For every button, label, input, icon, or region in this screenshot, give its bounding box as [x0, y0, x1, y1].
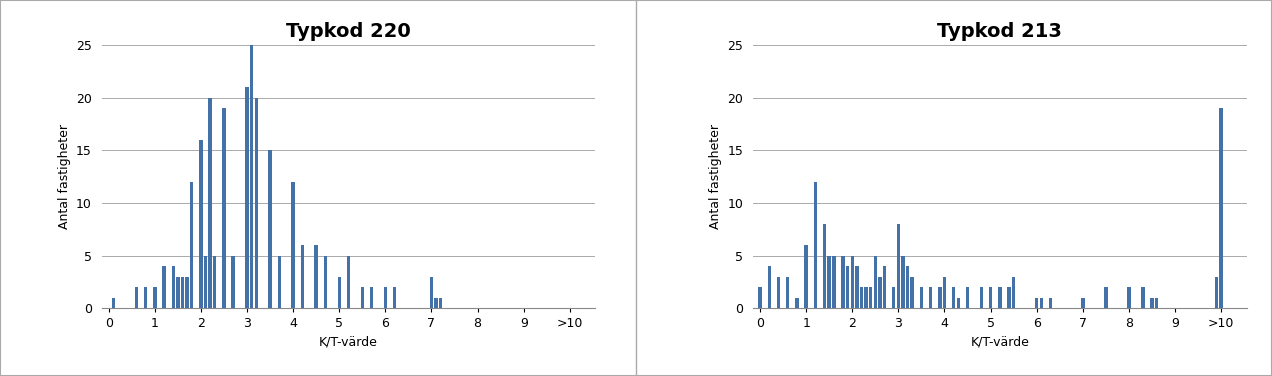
Bar — [1215, 277, 1219, 308]
Bar — [1081, 298, 1085, 308]
Bar — [869, 287, 873, 308]
Bar — [1039, 298, 1043, 308]
Bar — [1007, 287, 1011, 308]
Bar — [393, 287, 397, 308]
Bar — [370, 287, 373, 308]
Bar — [181, 277, 184, 308]
Bar — [943, 277, 946, 308]
Bar — [865, 287, 868, 308]
Bar — [1150, 298, 1154, 308]
Bar — [988, 287, 992, 308]
Bar — [1127, 287, 1131, 308]
Bar — [209, 98, 212, 308]
Bar — [979, 287, 983, 308]
Bar — [223, 108, 225, 308]
Bar — [855, 266, 859, 308]
Bar — [939, 287, 941, 308]
Bar — [277, 256, 281, 308]
Bar — [163, 266, 165, 308]
Title: Typkod 213: Typkod 213 — [937, 22, 1062, 41]
Bar — [851, 256, 854, 308]
Title: Typkod 220: Typkod 220 — [286, 22, 411, 41]
Bar — [1155, 298, 1159, 308]
Bar — [920, 287, 923, 308]
Bar — [1104, 287, 1108, 308]
Bar — [153, 287, 156, 308]
Bar — [828, 256, 831, 308]
Bar — [300, 245, 304, 308]
Bar — [430, 277, 434, 308]
X-axis label: K/T-värde: K/T-värde — [319, 336, 378, 349]
Bar — [190, 182, 193, 308]
Bar — [902, 256, 904, 308]
Bar — [897, 224, 901, 308]
Bar — [878, 277, 881, 308]
Bar — [860, 287, 864, 308]
Bar — [176, 277, 179, 308]
Bar — [1013, 277, 1015, 308]
Bar — [1049, 298, 1052, 308]
Bar — [929, 287, 932, 308]
Bar — [841, 256, 845, 308]
Bar — [314, 245, 318, 308]
Bar — [965, 287, 969, 308]
Bar — [144, 287, 148, 308]
Bar — [268, 150, 272, 308]
Bar — [212, 256, 216, 308]
Bar — [957, 298, 960, 308]
Bar — [892, 287, 895, 308]
Bar — [786, 277, 790, 308]
Bar — [1141, 287, 1145, 308]
Bar — [911, 277, 915, 308]
Bar — [384, 287, 387, 308]
Bar — [1035, 298, 1038, 308]
Bar — [906, 266, 909, 308]
Bar — [883, 266, 887, 308]
Bar — [999, 287, 1001, 308]
Y-axis label: Antal fastigheter: Antal fastigheter — [57, 124, 71, 229]
Bar — [795, 298, 799, 308]
Bar — [337, 277, 341, 308]
Bar — [360, 287, 364, 308]
Bar — [434, 298, 438, 308]
Bar — [767, 266, 771, 308]
Bar — [758, 287, 762, 308]
Bar — [777, 277, 780, 308]
Y-axis label: Antal fastigheter: Antal fastigheter — [709, 124, 722, 229]
X-axis label: K/T-värde: K/T-värde — [971, 336, 1029, 349]
Bar — [291, 182, 295, 308]
Bar — [245, 87, 249, 308]
Bar — [186, 277, 188, 308]
Bar — [204, 256, 207, 308]
Bar — [804, 245, 808, 308]
Bar — [347, 256, 350, 308]
Bar — [232, 256, 235, 308]
Bar — [200, 140, 202, 308]
Bar — [112, 298, 114, 308]
Bar — [951, 287, 955, 308]
Bar — [249, 45, 253, 308]
Bar — [1220, 108, 1222, 308]
Bar — [814, 182, 817, 308]
Bar — [254, 98, 258, 308]
Bar — [439, 298, 443, 308]
Bar — [323, 256, 327, 308]
Bar — [874, 256, 878, 308]
Bar — [832, 256, 836, 308]
Bar — [846, 266, 850, 308]
Bar — [823, 224, 827, 308]
Bar — [135, 287, 139, 308]
Bar — [172, 266, 176, 308]
